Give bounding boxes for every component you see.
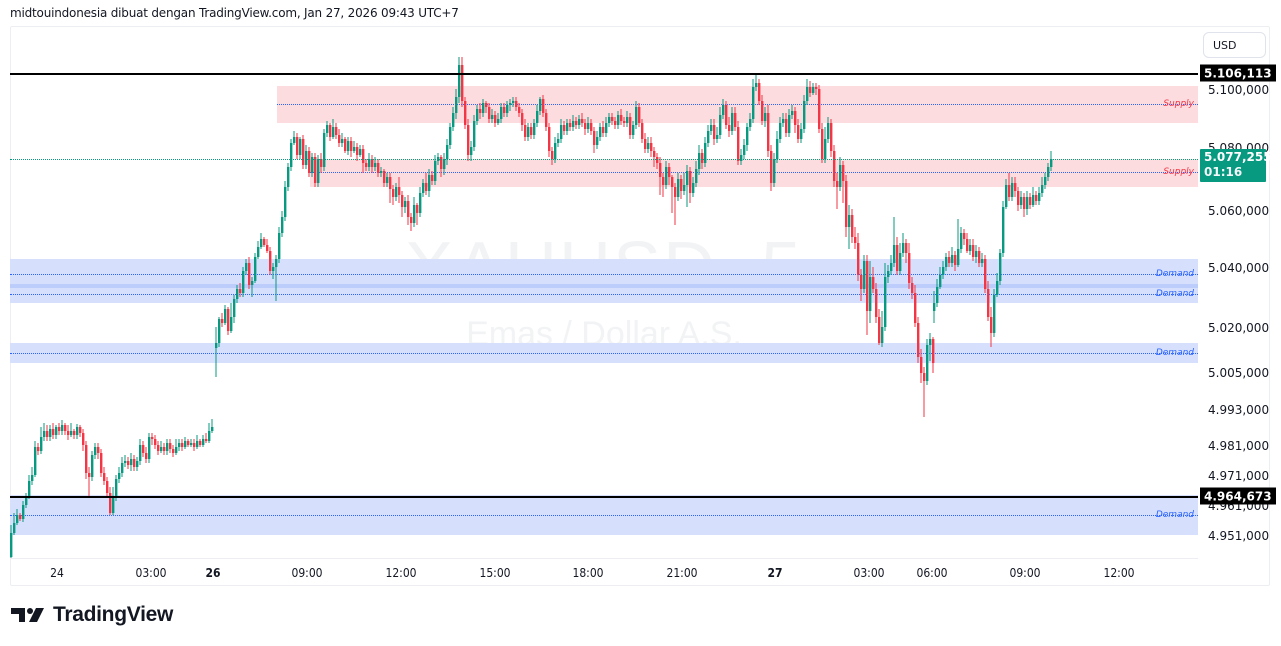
support-price-label: 4.964,673 <box>1200 487 1276 505</box>
time-tick: 26 <box>205 566 221 580</box>
chart-plot-area[interactable]: XAUUSD, 5 Emas / Dollar A.S. SupplySuppl… <box>10 27 1198 558</box>
bar-countdown: 01:16 <box>1204 165 1243 179</box>
resistance-price-label: 5.106,113 <box>1200 64 1276 82</box>
time-tick: 27 <box>767 566 783 580</box>
time-tick: 03:00 <box>853 566 885 580</box>
time-tick: 12:00 <box>385 566 417 580</box>
currency-button[interactable]: USD <box>1203 32 1266 58</box>
price-tick: 5.005,000 <box>1208 366 1270 380</box>
time-tick: 21:00 <box>666 566 698 580</box>
zone-label: Demand <box>1155 348 1194 358</box>
support-line[interactable] <box>10 496 1198 498</box>
time-tick: 06:00 <box>916 566 948 580</box>
price-tick: 4.993,000 <box>1208 403 1270 417</box>
last-price-label: 5.077,255 01:16 <box>1200 149 1272 182</box>
tradingview-wordmark: TradingView <box>53 603 174 626</box>
price-tick: 4.971,000 <box>1208 469 1270 483</box>
zone-midline <box>10 294 1198 295</box>
zone-midline <box>310 172 1198 173</box>
time-tick: 12:00 <box>1103 566 1135 580</box>
zone-label: Supply <box>1163 99 1194 109</box>
zone-midline <box>277 104 1198 105</box>
zone-midline <box>10 353 1198 354</box>
price-tick: 5.100,000 <box>1208 83 1270 97</box>
tradingview-logo-icon <box>11 608 44 622</box>
time-tick: 18:00 <box>572 566 604 580</box>
time-axis[interactable]: 24 03:00 26 09:00 12:00 15:00 18:00 21:00 27 03:0… <box>10 558 1198 587</box>
zone-label: Demand <box>1155 289 1194 299</box>
candlestick-series <box>10 57 1053 558</box>
time-tick: 09:00 <box>1009 566 1041 580</box>
last-price-line <box>10 159 1048 160</box>
last-price-value: 5.077,255 <box>1204 150 1272 164</box>
tradingview-logo[interactable]: TradingView <box>11 603 173 627</box>
price-tick: 5.060,000 <box>1208 204 1270 218</box>
chart-frame <box>10 26 1270 586</box>
time-tick: 24 <box>50 566 64 580</box>
zone-midline <box>10 515 1198 516</box>
chart-attribution: midtouindonesia dibuat dengan TradingVie… <box>10 6 459 20</box>
zone-label: Demand <box>1155 269 1194 279</box>
price-tick: 4.951,000 <box>1208 529 1270 543</box>
time-tick: 03:00 <box>135 566 167 580</box>
zone-label: Supply <box>1163 167 1194 177</box>
price-tick: 4.981,000 <box>1208 439 1270 453</box>
demand-zone-overlap <box>10 284 1198 288</box>
time-tick: 09:00 <box>291 566 323 580</box>
zone-label: Demand <box>1155 510 1194 520</box>
price-tick: 5.040,000 <box>1208 261 1270 275</box>
time-tick: 15:00 <box>479 566 511 580</box>
last-price-line <box>1050 159 1198 160</box>
resistance-line[interactable] <box>10 73 1198 75</box>
price-tick: 5.020,000 <box>1208 321 1270 335</box>
price-axis[interactable]: 5.100,000 5.080,000 5.060,000 5.040,000 5.02… <box>1198 27 1270 558</box>
zone-midline <box>10 274 1198 275</box>
